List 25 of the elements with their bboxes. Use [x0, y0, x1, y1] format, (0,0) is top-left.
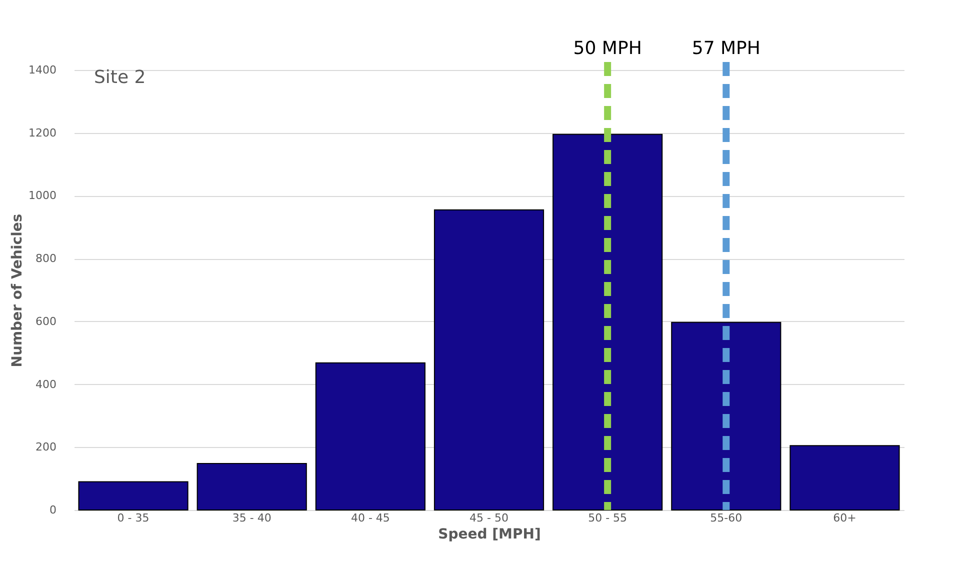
x-tick-label: 50 - 55 [588, 512, 628, 524]
y-tick-label: 1400 [28, 64, 56, 76]
y-tick-label: 400 [36, 378, 56, 391]
ref-line-label: 57 MPH [692, 38, 760, 59]
x-tick-label: 60+ [833, 512, 856, 524]
y-axis-title: Number of Vehicles [10, 214, 26, 368]
x-tick-label: 45 - 50 [470, 512, 508, 524]
y-tick-label: 200 [36, 440, 56, 454]
y-tick-label: 1200 [28, 126, 56, 140]
y-tick-label: 600 [36, 314, 56, 328]
x-tick-label: 40 - 45 [350, 512, 390, 524]
y-tick-label: 1000 [28, 189, 56, 202]
x-tick-label: 35 - 40 [232, 512, 272, 524]
x-tick-label: 0 - 35 [117, 512, 150, 524]
chart-title: Site 2 [94, 67, 146, 88]
bar [78, 481, 188, 510]
y-tick-label: 800 [36, 252, 56, 266]
y-tick-label: 0 [50, 504, 56, 516]
ref-line-label: 50 MPH [573, 38, 642, 59]
bar [434, 209, 544, 510]
bar [196, 462, 307, 510]
bar [315, 362, 426, 510]
bar [790, 445, 900, 510]
x-tick-label: 55-60 [710, 512, 742, 524]
x-axis-title: Speed [MPH] [438, 526, 541, 542]
